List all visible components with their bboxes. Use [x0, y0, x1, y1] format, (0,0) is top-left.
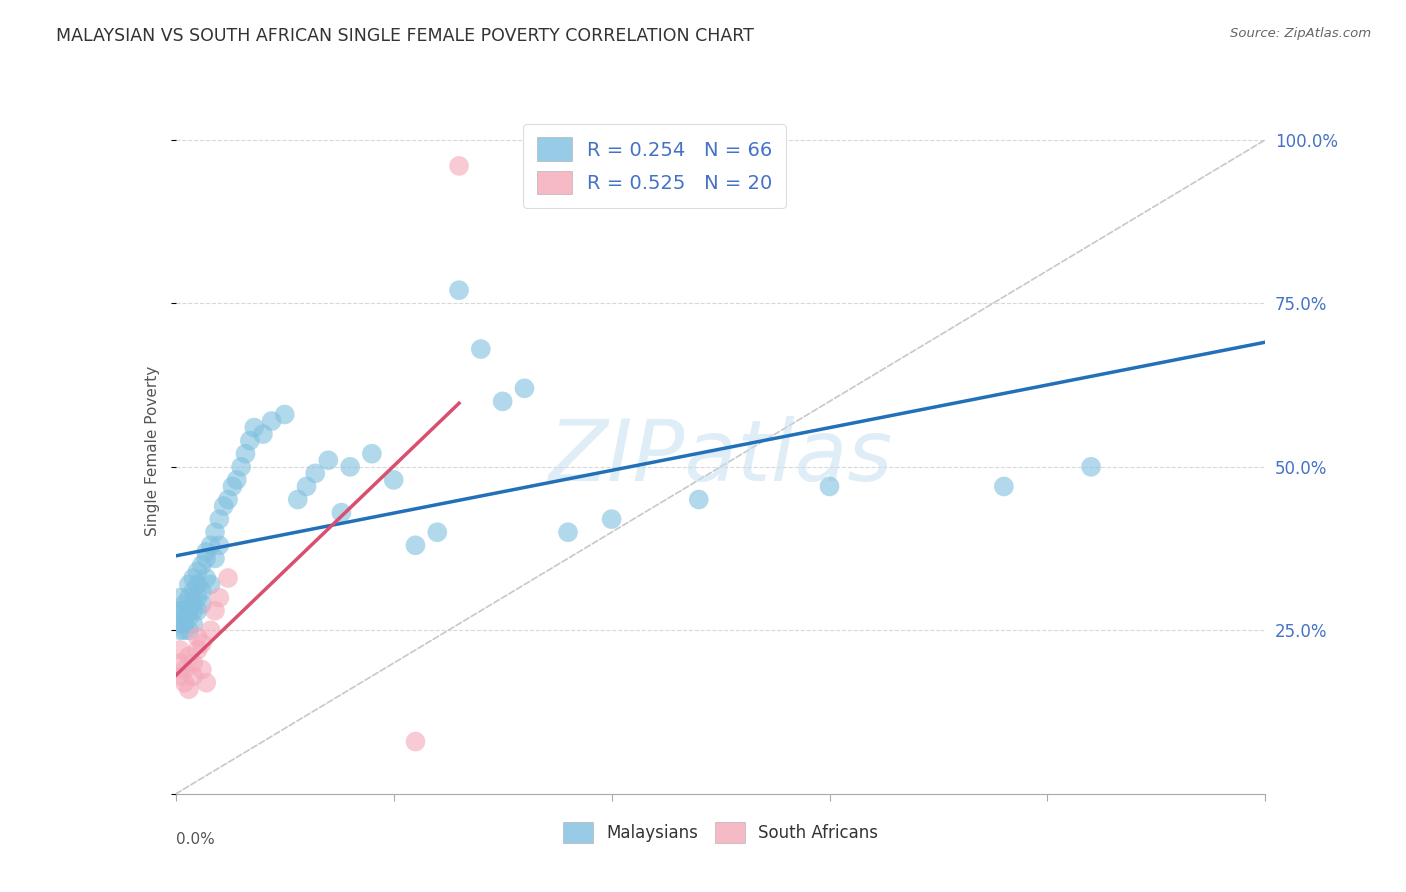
Point — [186, 643, 209, 657]
Point — [169, 591, 191, 605]
Text: Source: ZipAtlas.com: Source: ZipAtlas.com — [1230, 27, 1371, 40]
Point — [186, 565, 209, 579]
Point — [177, 624, 200, 638]
Point — [177, 577, 200, 591]
Point — [318, 453, 340, 467]
Point — [470, 342, 492, 356]
Point — [295, 479, 318, 493]
Point — [169, 656, 191, 670]
Point — [169, 643, 191, 657]
Point — [217, 571, 239, 585]
Point — [186, 577, 209, 591]
Point — [177, 649, 200, 664]
Point — [173, 675, 195, 690]
Point — [173, 624, 195, 638]
Point — [195, 571, 218, 585]
Point — [492, 394, 515, 409]
Point — [688, 492, 710, 507]
Point — [260, 414, 283, 428]
Point — [447, 283, 470, 297]
Point — [173, 604, 195, 618]
Point — [191, 584, 214, 599]
Point — [330, 506, 353, 520]
Text: MALAYSIAN VS SOUTH AFRICAN SINGLE FEMALE POVERTY CORRELATION CHART: MALAYSIAN VS SOUTH AFRICAN SINGLE FEMALE… — [56, 27, 754, 45]
Point — [339, 459, 361, 474]
Y-axis label: Single Female Poverty: Single Female Poverty — [145, 366, 160, 535]
Point — [274, 408, 297, 422]
Point — [195, 675, 218, 690]
Point — [173, 597, 195, 611]
Point — [405, 734, 427, 748]
Point — [173, 663, 195, 677]
Point — [993, 479, 1015, 493]
Point — [186, 630, 209, 644]
Point — [169, 624, 191, 638]
Point — [177, 682, 200, 697]
Point — [208, 538, 231, 552]
Point — [169, 669, 191, 683]
Legend: Malaysians, South Africans: Malaysians, South Africans — [551, 811, 890, 855]
Point — [169, 616, 191, 631]
Point — [191, 663, 214, 677]
Point — [169, 604, 191, 618]
Point — [181, 571, 204, 585]
Point — [212, 499, 235, 513]
Point — [557, 525, 579, 540]
Point — [360, 447, 382, 461]
Point — [177, 610, 200, 624]
Point — [173, 616, 195, 631]
Point — [200, 538, 222, 552]
Point — [239, 434, 262, 448]
Point — [186, 591, 209, 605]
Point — [191, 558, 214, 572]
Point — [191, 597, 214, 611]
Text: ZIPatlas: ZIPatlas — [548, 416, 893, 499]
Point — [221, 479, 243, 493]
Point — [287, 492, 309, 507]
Point — [181, 584, 204, 599]
Point — [382, 473, 405, 487]
Point — [200, 624, 222, 638]
Point — [405, 538, 427, 552]
Point — [818, 479, 841, 493]
Point — [426, 525, 449, 540]
Point — [231, 459, 253, 474]
Point — [447, 159, 470, 173]
Point — [200, 577, 222, 591]
Point — [195, 551, 218, 566]
Point — [252, 427, 274, 442]
Point — [217, 492, 239, 507]
Point — [181, 669, 204, 683]
Point — [177, 604, 200, 618]
Point — [1080, 459, 1102, 474]
Point — [204, 604, 226, 618]
Point — [181, 604, 204, 618]
Point — [186, 604, 209, 618]
Point — [225, 473, 247, 487]
Point — [204, 551, 226, 566]
Point — [513, 381, 536, 395]
Point — [195, 545, 218, 559]
Point — [208, 591, 231, 605]
Point — [181, 597, 204, 611]
Point — [204, 525, 226, 540]
Text: 0.0%: 0.0% — [176, 831, 215, 847]
Point — [173, 610, 195, 624]
Point — [208, 512, 231, 526]
Point — [181, 616, 204, 631]
Point — [243, 420, 266, 434]
Point — [235, 447, 257, 461]
Point — [304, 467, 326, 481]
Point — [177, 591, 200, 605]
Point — [191, 636, 214, 650]
Point — [600, 512, 623, 526]
Point — [181, 656, 204, 670]
